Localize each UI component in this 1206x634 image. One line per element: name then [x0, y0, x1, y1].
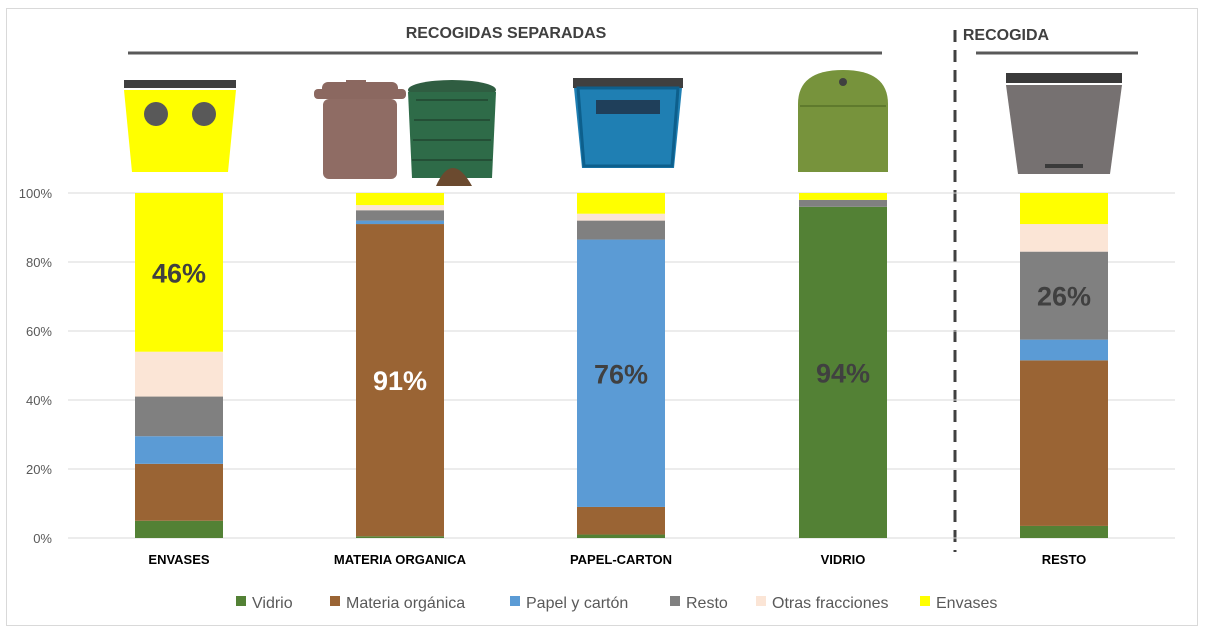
legend-label: Envases — [936, 595, 997, 612]
bar-annotations: 46% 91% 76% 94% 26% — [152, 258, 1091, 396]
yellow-container-icon — [124, 80, 236, 172]
bar-segment-materia-organica-resto — [356, 210, 444, 221]
data-label-envases: 46% — [152, 258, 206, 288]
legend-swatch — [920, 596, 930, 606]
bar-segment-materia-organica-otras-fracciones — [356, 205, 444, 211]
bar-segment-papel-carton-resto — [577, 220, 665, 240]
x-tick-label-materia-organica: MATERIA ORGANICA — [334, 552, 467, 567]
bar-segment-envases-vidrio — [135, 520, 223, 538]
bar-segment-resto-envases — [1020, 193, 1108, 225]
bar-segment-materia-organica-papel-y-carton — [356, 220, 444, 225]
y-tick-label: 40% — [26, 393, 52, 408]
bar-segment-envases-papel-y-carton — [135, 436, 223, 464]
legend-label: Papel y cartón — [526, 595, 628, 612]
legend-swatch — [330, 596, 340, 606]
legend-item-materia-organica: Materia orgánica — [330, 595, 465, 612]
bar-segment-envases-envases — [135, 193, 223, 352]
mixed-group-title: RECOGIDA — [963, 27, 1050, 44]
bar-segment-papel-carton-envases — [577, 193, 665, 214]
bar-segment-vidrio-envases — [799, 193, 887, 200]
legend-swatch — [670, 596, 680, 606]
bar-segment-papel-carton-vidrio — [577, 534, 665, 538]
x-tick-label-envases: ENVASES — [148, 552, 209, 567]
y-tick-label: 20% — [26, 462, 52, 477]
bar-segment-envases-materia-organica — [135, 463, 223, 521]
x-tick-label-papel-carton: PAPEL-CARTON — [570, 552, 672, 567]
bar-segment-resto-papel-y-carton — [1020, 339, 1108, 361]
x-axis-labels: ENVASES MATERIA ORGANICA PAPEL-CARTON VIDRI… — [148, 552, 1086, 567]
bar-segment-materia-organica-vidrio — [356, 536, 444, 538]
legend-item-papel-y-carton: Papel y cartón — [510, 595, 628, 612]
legend-item-resto: Resto — [670, 595, 728, 612]
legend-label: Vidrio — [252, 595, 293, 612]
legend-label: Resto — [686, 595, 728, 612]
bar-segment-resto-otras-fracciones — [1020, 224, 1108, 252]
bar-segment-materia-organica-materia-organica — [356, 224, 444, 537]
bar-segment-papel-carton-otras-fracciones — [577, 213, 665, 221]
bar-segment-envases-otras-fracciones — [135, 351, 223, 397]
blue-container-icon — [573, 78, 683, 168]
legend-swatch — [756, 596, 766, 606]
x-tick-label-resto: RESTO — [1042, 552, 1087, 567]
legend-label: Materia orgánica — [346, 595, 465, 612]
legend-swatch — [510, 596, 520, 606]
y-tick-label: 0% — [33, 531, 52, 546]
legend-label: Otras fracciones — [772, 595, 888, 612]
brown-bin-icon — [314, 80, 406, 179]
bar-segment-papel-carton-materia-organica — [577, 506, 665, 535]
compost-bin-icon — [408, 80, 496, 186]
bars — [135, 193, 1108, 539]
bar-segment-resto-materia-organica — [1020, 360, 1108, 526]
x-tick-label-vidrio: VIDRIO — [821, 552, 866, 567]
legend: Vidrio Materia orgánica Papel y cartón Rest… — [236, 595, 997, 612]
data-label-materia-organica: 91% — [373, 366, 427, 396]
bar-segment-resto-vidrio — [1020, 525, 1108, 538]
grey-container-icon — [1006, 73, 1122, 174]
bar-segment-resto-resto — [1020, 251, 1108, 340]
y-tick-label: 100% — [19, 186, 53, 201]
y-axis-ticks: 0% 20% 40% 60% 80% 100% — [19, 186, 53, 546]
bar-segment-vidrio-resto — [799, 199, 887, 207]
separate-group-title: RECOGIDAS SEPARADAS — [406, 25, 607, 42]
green-igloo-icon — [798, 70, 888, 172]
y-tick-label: 60% — [26, 324, 52, 339]
legend-item-envases: Envases — [920, 595, 997, 612]
legend-swatch — [236, 596, 246, 606]
legend-item-otras-fracciones: Otras fracciones — [756, 595, 888, 612]
bar-segment-papel-carton-papel-y-carton — [577, 239, 665, 507]
bar-segment-materia-organica-envases — [356, 193, 444, 206]
data-label-papel-carton: 76% — [594, 359, 648, 389]
data-label-vidrio: 94% — [816, 358, 870, 388]
bar-segment-envases-resto — [135, 396, 223, 437]
legend-item-vidrio: Vidrio — [236, 595, 293, 612]
bar-segment-vidrio-vidrio — [799, 206, 887, 539]
data-label-resto: 26% — [1037, 282, 1091, 312]
y-tick-label: 80% — [26, 255, 52, 270]
